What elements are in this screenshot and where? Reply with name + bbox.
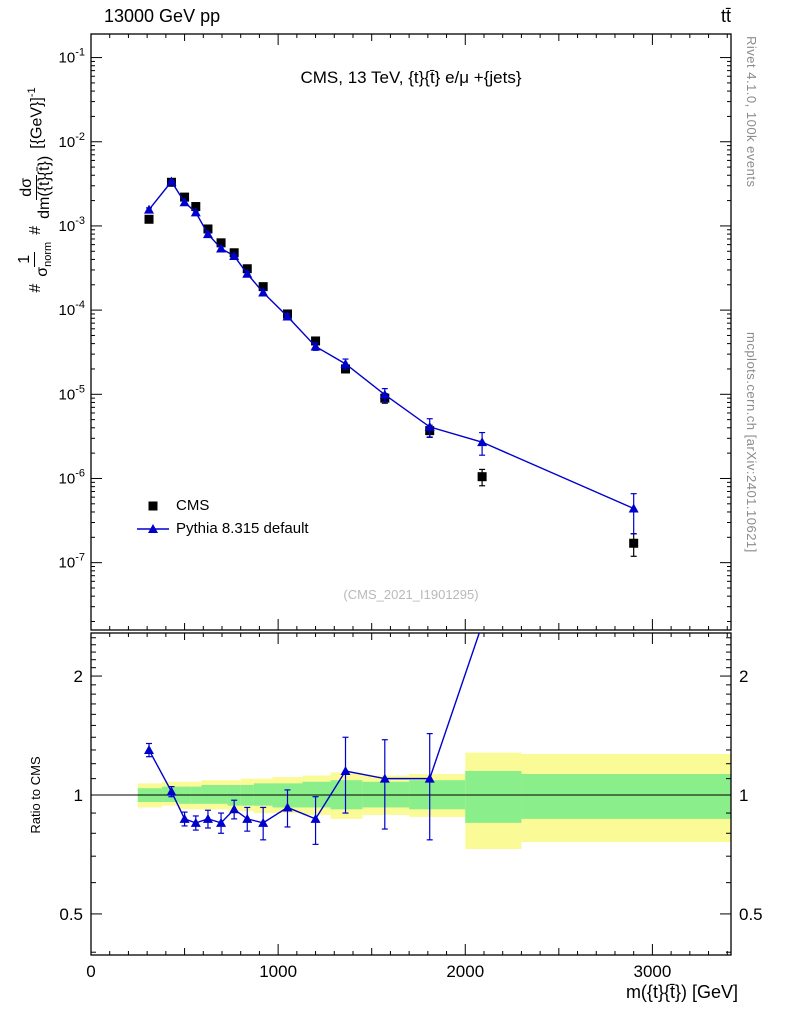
ratio-uncertainty-bands xyxy=(137,752,731,849)
ratio-y-tick-label-right: 1 xyxy=(739,786,748,805)
process-title: tt̄ xyxy=(720,6,731,26)
ylabel-fraction-2: dσ dm({t}{t̄}) xyxy=(17,155,53,219)
x-tick-label: 3000 xyxy=(633,962,671,981)
legend: CMS Pythia 8.315 default xyxy=(136,494,309,540)
x-tick-label: 2000 xyxy=(446,962,484,981)
plot-title: CMS, 13 TeV, {t}{t̄} e/μ +{jets} xyxy=(300,68,522,87)
main-y-tick-label: 10-6 xyxy=(59,467,85,487)
main-y-tick-label: 10-3 xyxy=(59,215,85,235)
main-y-tick-label: 10-4 xyxy=(59,299,85,319)
rivet-version-label: Rivet 4.1.0, 100k events xyxy=(744,36,759,188)
legend-entry-cms: CMS xyxy=(136,494,309,517)
ratio-y-tick-label-right: 2 xyxy=(739,667,748,686)
main-y-tick-label: 10-7 xyxy=(59,552,85,572)
beam-energy-title: 13000 GeV pp xyxy=(104,6,221,26)
analysis-id-watermark: (CMS_2021_I1901295) xyxy=(343,587,479,602)
x-tick-label: 1000 xyxy=(259,962,297,981)
ratio-data-points xyxy=(144,633,480,845)
legend-entry-pythia: Pythia 8.315 default xyxy=(136,517,309,540)
main-y-tick-label: 10-2 xyxy=(59,131,85,151)
mcplots-reference-label: mcplots.cern.ch [arXiv:2401.10621] xyxy=(744,332,759,553)
ratio-y-tick-label: 1 xyxy=(74,786,83,805)
ratio-y-tick-label: 2 xyxy=(74,667,83,686)
legend-label-pythia: Pythia 8.315 default xyxy=(176,520,309,537)
ylabel-units: [{GeV}]-1 xyxy=(25,87,46,149)
pythia-triangle-line-marker-icon xyxy=(137,523,169,533)
panel-frames xyxy=(90,33,732,956)
ratio-y-axis-label: Ratio to CMS xyxy=(28,756,43,834)
cms-square-marker-icon xyxy=(148,501,158,510)
main-y-axis-label: # 1 σnorm # dσ dm({t}{t̄}) [{GeV}]-1 xyxy=(13,20,59,360)
ylabel-hash-1: # xyxy=(27,283,44,293)
ylabel-fraction-1: 1 σnorm xyxy=(16,241,55,277)
axis-ticks xyxy=(90,34,731,955)
main-y-tick-label: 10-5 xyxy=(59,383,85,403)
main-y-tick-label: 10-1 xyxy=(59,47,85,67)
x-axis-label: m({t}{t̄}) [GeV] xyxy=(625,982,738,1002)
ylabel-hash-2: # xyxy=(27,225,44,235)
ratio-y-tick-label-right: 0.5 xyxy=(739,905,763,924)
pythia-data-points xyxy=(144,176,639,535)
axis-tick-labels: 10-1 10-2 10-3 10-4 10-5 10-6 10-7 0.5 0.5 1 1 2 2 0 1… xyxy=(59,47,763,981)
legend-label-cms: CMS xyxy=(176,497,210,514)
ratio-y-tick-label: 0.5 xyxy=(59,905,83,924)
x-tick-label: 0 xyxy=(86,962,95,981)
